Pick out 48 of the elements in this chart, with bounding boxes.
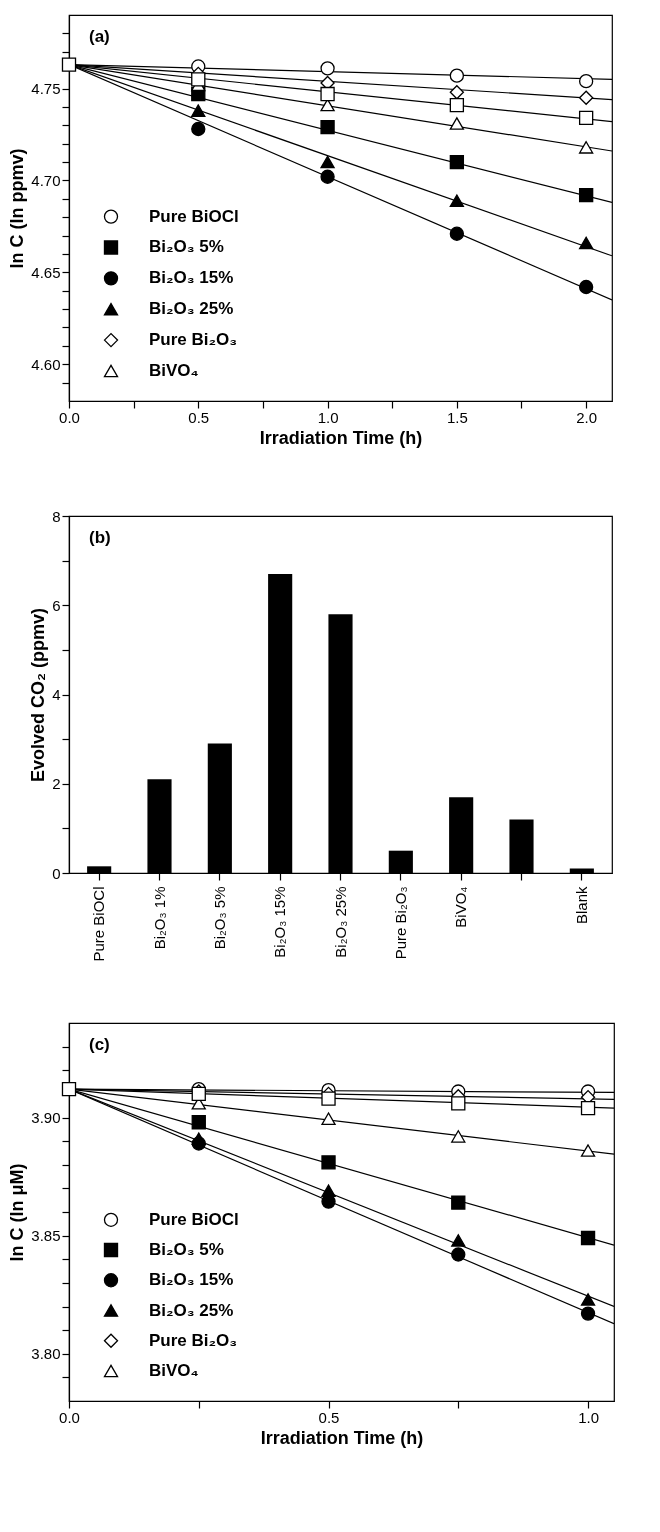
annotation: (a): [89, 27, 110, 46]
x-tick-label: 1.0: [317, 408, 339, 426]
y-tick-label: 4.70: [31, 171, 61, 189]
legend-label: Pure BiOCl: [149, 206, 239, 226]
legend-label: BiVO₄: [149, 1361, 199, 1380]
x-tick-label: Bi₂O₃ 5%: [210, 886, 228, 950]
y-tick-label: 4: [52, 686, 61, 703]
x-tick-label: 0.0: [59, 408, 80, 426]
y-tick-label: 6: [52, 596, 61, 614]
x-tick-label: Pure BiOCl: [90, 886, 108, 962]
x-tick-label: Pure Bi₂O₃: [391, 886, 409, 960]
x-tick-label: 0.0: [59, 1408, 80, 1426]
y-tick-label: 3.80: [31, 1345, 61, 1363]
legend-label: Bi₂O₃ 15%: [149, 268, 234, 288]
y-tick-label: 4.75: [31, 80, 61, 98]
legend-label: Pure Bi₂O₃: [149, 1330, 238, 1350]
legend-label: Bi₂O₃ 5%: [149, 1240, 224, 1260]
y-tick-label: 4.60: [31, 355, 61, 373]
legend-label: Pure Bi₂O₃: [149, 330, 238, 350]
legend-label: Bi₂O₃ 25%: [149, 1300, 234, 1320]
x-tick-label: 1.0: [578, 1408, 599, 1426]
legend-label: Bi₂O₃ 15%: [149, 1270, 234, 1290]
legend-label: Pure BiOCl: [149, 1209, 239, 1229]
x-tick-label: Blank: [572, 886, 590, 925]
x-tick-label: Bi₂O₃ 15%: [271, 886, 289, 958]
legend-label: Bi₂O₃ 5%: [149, 237, 224, 257]
legend-label: Bi₂O₃ 25%: [149, 299, 234, 319]
y-tick-label: 3.85: [31, 1227, 61, 1245]
y-tick-label: 0: [52, 864, 61, 882]
x-tick-label: 0.5: [188, 408, 210, 426]
y-axis-title: ln C (ln μM): [7, 1163, 28, 1262]
y-axis-title: Evolved CO₂ (ppmv): [28, 607, 49, 783]
x-tick-label: BiVO₄: [452, 886, 470, 928]
x-axis-title: Irradiation Time (h): [259, 427, 423, 448]
x-tick-label: 1.5: [446, 408, 468, 426]
y-tick-label: 4.65: [31, 263, 61, 281]
x-tick-label: Bi₂O₃ 25%: [331, 886, 349, 958]
x-tick-label: 0.5: [318, 1408, 340, 1426]
y-tick-label: 8: [52, 507, 61, 525]
legend-label: BiVO₄: [149, 361, 199, 380]
y-tick-label: 3.90: [31, 1109, 61, 1126]
x-tick-label: 2.0: [576, 408, 598, 426]
y-axis-title: ln C (ln ppmv): [7, 148, 28, 269]
annotation: (b): [89, 528, 111, 547]
x-tick-label: Bi₂O₃ 1%: [150, 886, 168, 950]
annotation: (c): [89, 1035, 110, 1054]
y-tick-label: 2: [52, 775, 61, 793]
x-axis-title: Irradiation Time (h): [260, 1427, 424, 1448]
